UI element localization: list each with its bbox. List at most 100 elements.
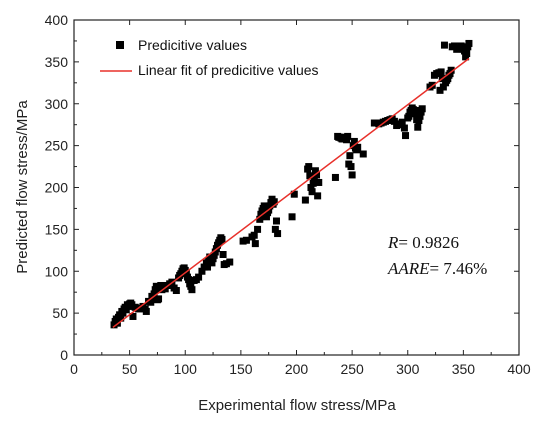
x-tick-label: 250 (340, 361, 364, 377)
data-point (172, 287, 180, 295)
data-point (311, 167, 319, 175)
data-points (110, 39, 473, 329)
y-axis-ticks: 0 50 100 150 200 250 300 350 400 (45, 12, 519, 363)
data-point (117, 314, 125, 322)
data-point (218, 235, 226, 243)
data-point (272, 217, 280, 225)
y-axis-title: Predicted flow stress/MPa (14, 100, 31, 274)
x-tick-label: 0 (70, 361, 78, 377)
data-point (308, 188, 316, 196)
y-tick-label: 150 (45, 221, 69, 237)
data-point (310, 175, 318, 183)
data-point (256, 215, 264, 223)
data-point (198, 267, 206, 275)
x-tick-label: 350 (452, 361, 476, 377)
data-point (315, 178, 323, 186)
data-point (354, 143, 362, 151)
y-tick-label: 0 (60, 347, 68, 363)
data-point (398, 118, 406, 126)
data-point (463, 50, 471, 57)
data-point (305, 163, 313, 171)
data-point (185, 276, 193, 284)
data-point (290, 190, 298, 198)
x-tick-label: 150 (229, 361, 253, 377)
data-point (260, 202, 268, 210)
data-point (204, 263, 211, 271)
x-axis-ticks: 0 50 100 150 200 250 300 350 400 (70, 20, 531, 377)
legend-marker-predictive (116, 41, 124, 49)
x-tick-label: 100 (174, 361, 198, 377)
data-point (250, 231, 258, 239)
data-point (309, 179, 317, 187)
x-tick-label: 50 (122, 361, 138, 377)
data-point (405, 112, 413, 120)
data-point (129, 312, 137, 320)
data-point (414, 123, 422, 131)
aare-annotation-value: = 7.46% (430, 259, 488, 278)
data-point (313, 171, 321, 179)
legend-label-predictive: Predicitive values (138, 37, 247, 53)
data-point (301, 196, 309, 204)
data-point (447, 66, 455, 74)
data-point (288, 213, 296, 221)
linear-fit-line (112, 57, 470, 328)
data-point (307, 184, 315, 191)
y-tick-label: 350 (45, 54, 69, 70)
data-point (242, 236, 250, 244)
data-point (150, 290, 158, 298)
data-point (182, 269, 190, 277)
data-point (418, 105, 426, 113)
data-point (262, 213, 270, 221)
data-point (344, 132, 352, 140)
x-axis-title: Experimental flow stress/MPa (198, 397, 396, 414)
data-point (306, 172, 314, 180)
y-tick-label: 300 (45, 96, 69, 112)
data-point (348, 171, 356, 179)
data-point (415, 117, 423, 124)
aare-annotation-label: AARE (387, 259, 430, 278)
data-point (270, 198, 278, 206)
legend: Predicitive values Linear fit of predici… (100, 37, 319, 78)
aare-annotation: AARE= 7.46% (387, 259, 487, 278)
data-point (271, 225, 279, 233)
data-point (440, 41, 448, 49)
y-tick-label: 50 (52, 305, 68, 321)
data-point (346, 152, 354, 160)
data-point (226, 258, 234, 266)
data-point (195, 273, 203, 281)
data-point (465, 39, 473, 47)
data-point (412, 106, 420, 114)
data-point (188, 286, 196, 294)
data-point (274, 230, 282, 238)
x-tick-label: 300 (396, 361, 420, 377)
data-point (437, 68, 445, 76)
data-point (350, 137, 358, 145)
data-point (347, 163, 355, 171)
fit-line-layer (112, 57, 470, 328)
data-point (251, 240, 259, 248)
x-tick-label: 200 (285, 361, 309, 377)
r-annotation: R= 0.9826 (387, 233, 459, 252)
data-point (400, 124, 408, 132)
data-point (254, 225, 262, 233)
y-tick-label: 400 (45, 12, 69, 28)
y-tick-label: 200 (45, 180, 69, 196)
y-tick-label: 100 (45, 263, 69, 279)
data-point (402, 132, 410, 140)
data-point (147, 298, 155, 306)
data-point (155, 295, 163, 303)
data-point (439, 83, 447, 91)
y-tick-label: 250 (45, 138, 69, 154)
data-point (219, 251, 227, 258)
r-annotation-label: R (387, 233, 399, 252)
data-point (359, 150, 367, 158)
data-point (208, 259, 216, 267)
r-annotation-value: = 0.9826 (398, 233, 459, 252)
x-tick-label: 400 (507, 361, 531, 377)
legend-label-fit: Linear fit of predicitive values (138, 62, 319, 78)
data-point (416, 112, 424, 120)
data-point (331, 173, 339, 181)
data-point (152, 282, 160, 290)
data-point (142, 307, 150, 315)
